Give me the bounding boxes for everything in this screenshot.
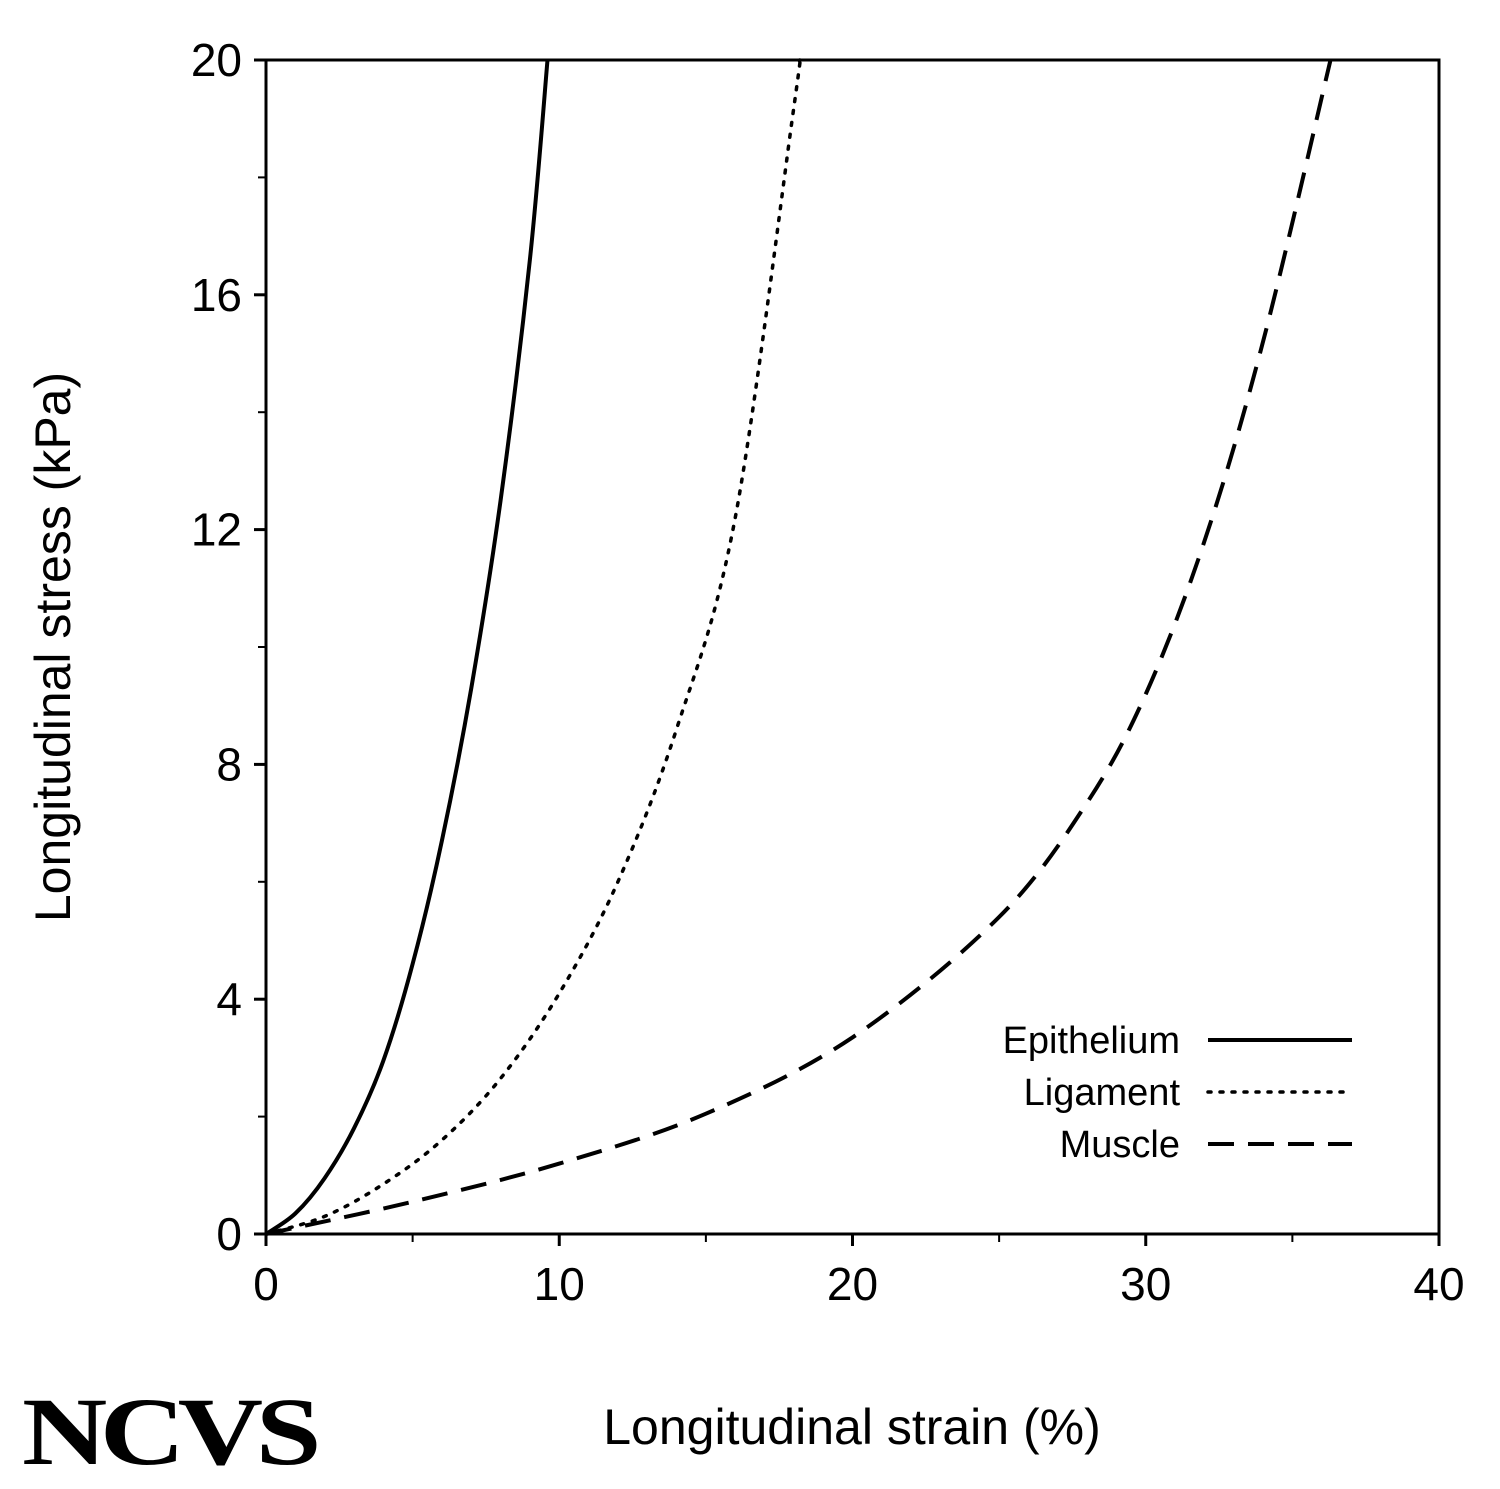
legend-label: Ligament — [1024, 1072, 1181, 1114]
y-tick-label: 8 — [216, 738, 242, 790]
y-tick-label: 12 — [191, 504, 242, 556]
series-line-ligament — [264, 56, 803, 1236]
series-line-muscle — [265, 59, 1333, 1236]
x-tick-label: 0 — [253, 1258, 279, 1310]
legend-label: Epithelium — [1003, 1020, 1180, 1062]
plot-frame — [264, 58, 1441, 1236]
tick-labels: 0 10 20 30 40 0 4 8 12 16 20 — [191, 34, 1465, 1310]
series-layer — [264, 56, 1333, 1236]
legend: Epithelium Ligament Muscle — [1003, 1020, 1354, 1166]
x-axis-title: Longitudinal strain (%) — [603, 1399, 1101, 1455]
x-tick-label: 20 — [827, 1258, 878, 1310]
y-tick-label: 20 — [191, 34, 242, 86]
x-tick-label: 10 — [534, 1258, 585, 1310]
ncvs-logo: NCVS — [22, 1378, 317, 1485]
legend-label: Muscle — [1060, 1124, 1180, 1166]
x-tick-label: 30 — [1120, 1258, 1171, 1310]
y-tick-label: 16 — [191, 269, 242, 321]
x-tick-label: 40 — [1413, 1258, 1464, 1310]
y-tick-label: 4 — [216, 973, 242, 1025]
y-axis-title: Longitudinal stress (kPa) — [25, 372, 81, 922]
series-line-epithelium — [264, 59, 550, 1236]
y-tick-label: 0 — [216, 1208, 242, 1260]
